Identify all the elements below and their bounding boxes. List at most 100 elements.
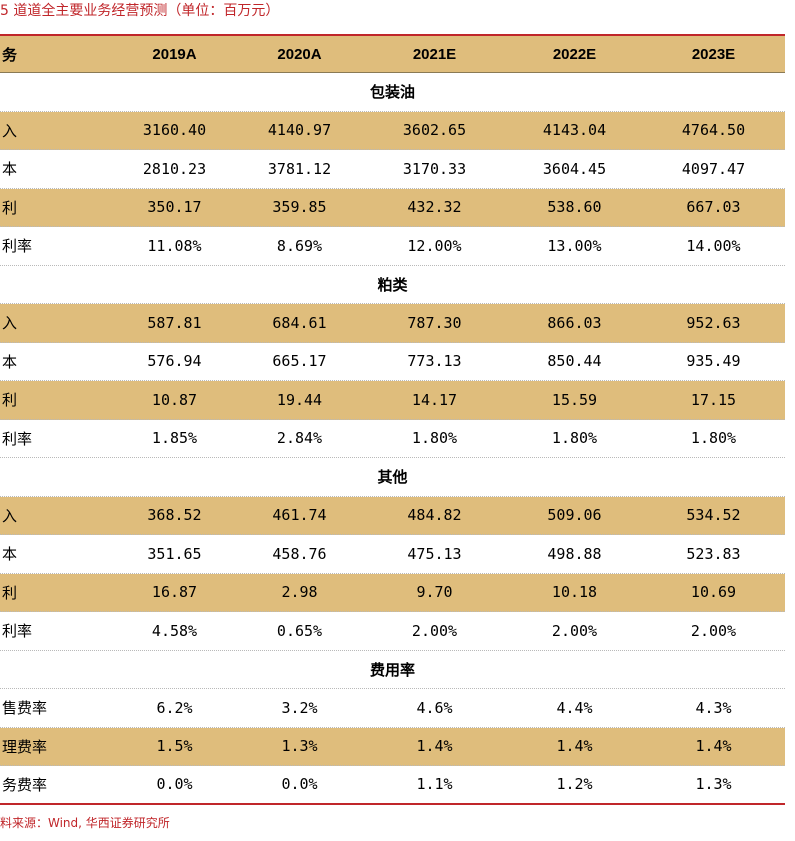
value-cell: 351.65 xyxy=(147,544,202,563)
header-cell: 2022E xyxy=(552,45,597,63)
section-header-row: 其他 xyxy=(0,458,785,497)
value-cell: 13.00% xyxy=(547,236,602,255)
value-cell: 2.00% xyxy=(411,621,458,640)
value-cell: 12.00% xyxy=(407,236,462,255)
section-header-row: 费用率 xyxy=(0,651,785,689)
value-cell: 458.76 xyxy=(272,544,327,563)
value-cell: 0.0% xyxy=(156,775,193,794)
value-cell: 461.74 xyxy=(272,506,327,525)
value-cell: 19.44 xyxy=(276,390,323,409)
value-cell: 9.70 xyxy=(416,583,453,602)
value-cell: 484.82 xyxy=(407,506,462,525)
row-label: 利 xyxy=(2,391,18,410)
header-cell: 2020A xyxy=(277,45,322,63)
table-row: 本 351.65 458.76 475.13 498.88 523.83 xyxy=(0,535,785,574)
value-cell: 4140.97 xyxy=(267,121,332,140)
value-cell: 4143.04 xyxy=(542,121,607,140)
value-cell: 4.3% xyxy=(695,698,732,717)
table-row: 本 2810.23 3781.12 3170.33 3604.45 4097.47 xyxy=(0,150,785,189)
row-label: 本 xyxy=(2,160,18,179)
value-cell: 1.4% xyxy=(416,737,453,756)
row-label: 售费率 xyxy=(2,699,48,718)
row-label: 入 xyxy=(2,506,18,525)
value-cell: 935.49 xyxy=(686,352,741,371)
value-cell: 16.87 xyxy=(151,583,198,602)
value-cell: 4.58% xyxy=(151,621,198,640)
value-cell: 368.52 xyxy=(147,506,202,525)
table-body: 包装油入 3160.40 4140.97 3602.65 4143.04 4764.50 本… xyxy=(0,73,785,805)
section-title: 其他 xyxy=(377,468,408,487)
value-cell: 3170.33 xyxy=(402,159,467,178)
table-title: 5 道道全主要业务经营预测（单位：百万元） xyxy=(0,3,280,19)
value-cell: 952.63 xyxy=(686,313,741,332)
value-cell: 1.80% xyxy=(551,429,598,448)
value-cell: 4.4% xyxy=(556,698,593,717)
value-cell: 10.87 xyxy=(151,390,198,409)
section-header-row: 粕类 xyxy=(0,266,785,304)
section-title: 包装油 xyxy=(369,83,415,102)
section-header-row: 包装油 xyxy=(0,73,785,112)
value-cell: 17.15 xyxy=(690,390,737,409)
value-cell: 3781.12 xyxy=(267,159,332,178)
value-cell: 850.44 xyxy=(547,352,602,371)
header-cell: 务 xyxy=(2,46,18,64)
value-cell: 1.4% xyxy=(556,737,593,756)
value-cell: 3160.40 xyxy=(142,121,207,140)
row-label: 本 xyxy=(2,352,18,371)
value-cell: 2.84% xyxy=(276,429,323,448)
value-cell: 576.94 xyxy=(147,352,202,371)
table-row: 入 3160.40 4140.97 3602.65 4143.04 4764.50 xyxy=(0,111,785,150)
forecast-table: 务 2019A 2020A 2021E 2022E 2023E 包装油入 3160… xyxy=(0,34,785,805)
value-cell: 1.2% xyxy=(556,775,593,794)
row-label: 务费率 xyxy=(2,775,48,794)
value-cell: 4764.50 xyxy=(681,121,746,140)
value-cell: 2.00% xyxy=(551,621,598,640)
value-cell: 350.17 xyxy=(147,198,202,217)
source-note: 料来源：Wind, 华西证券研究所 xyxy=(0,816,170,830)
value-cell: 866.03 xyxy=(547,313,602,332)
value-cell: 523.83 xyxy=(686,544,741,563)
value-cell: 6.2% xyxy=(156,698,193,717)
header-cell: 2021E xyxy=(412,45,457,63)
row-label: 入 xyxy=(2,121,18,140)
value-cell: 3.2% xyxy=(281,698,318,717)
table-header-row: 务 2019A 2020A 2021E 2022E 2023E xyxy=(0,34,785,73)
row-label: 利率 xyxy=(2,622,33,641)
value-cell: 1.1% xyxy=(416,775,453,794)
value-cell: 509.06 xyxy=(547,506,602,525)
table-row: 利率 4.58% 0.65% 2.00% 2.00% 2.00% xyxy=(0,612,785,651)
value-cell: 15.59 xyxy=(551,390,598,409)
value-cell: 1.3% xyxy=(281,737,318,756)
value-cell: 773.13 xyxy=(407,352,462,371)
value-cell: 534.52 xyxy=(686,506,741,525)
table-row: 利 10.87 19.44 14.17 15.59 17.15 xyxy=(0,381,785,420)
row-label: 利率 xyxy=(2,429,33,448)
value-cell: 432.32 xyxy=(407,198,462,217)
value-cell: 1.4% xyxy=(695,737,732,756)
value-cell: 14.00% xyxy=(686,236,741,255)
table-row: 入 368.52 461.74 484.82 509.06 534.52 xyxy=(0,496,785,535)
value-cell: 359.85 xyxy=(272,198,327,217)
value-cell: 8.69% xyxy=(276,236,323,255)
value-cell: 3604.45 xyxy=(542,159,607,178)
row-label: 利 xyxy=(2,198,18,217)
value-cell: 2.00% xyxy=(690,621,737,640)
value-cell: 4.6% xyxy=(416,698,453,717)
value-cell: 1.3% xyxy=(695,775,732,794)
value-cell: 10.18 xyxy=(551,583,598,602)
table-row: 售费率 6.2% 3.2% 4.6% 4.4% 4.3% xyxy=(0,689,785,728)
value-cell: 1.80% xyxy=(690,429,737,448)
value-cell: 1.80% xyxy=(411,429,458,448)
row-label: 理费率 xyxy=(2,737,48,756)
value-cell: 665.17 xyxy=(272,352,327,371)
table-row: 利 350.17 359.85 432.32 538.60 667.03 xyxy=(0,188,785,227)
value-cell: 667.03 xyxy=(686,198,741,217)
value-cell: 1.5% xyxy=(156,737,193,756)
value-cell: 498.88 xyxy=(547,544,602,563)
value-cell: 587.81 xyxy=(147,313,202,332)
value-cell: 1.85% xyxy=(151,429,198,448)
table-row: 利 16.87 2.98 9.70 10.18 10.69 xyxy=(0,573,785,612)
row-label: 利 xyxy=(2,583,18,602)
table-row: 本 576.94 665.17 773.13 850.44 935.49 xyxy=(0,343,785,381)
value-cell: 684.61 xyxy=(272,313,327,332)
